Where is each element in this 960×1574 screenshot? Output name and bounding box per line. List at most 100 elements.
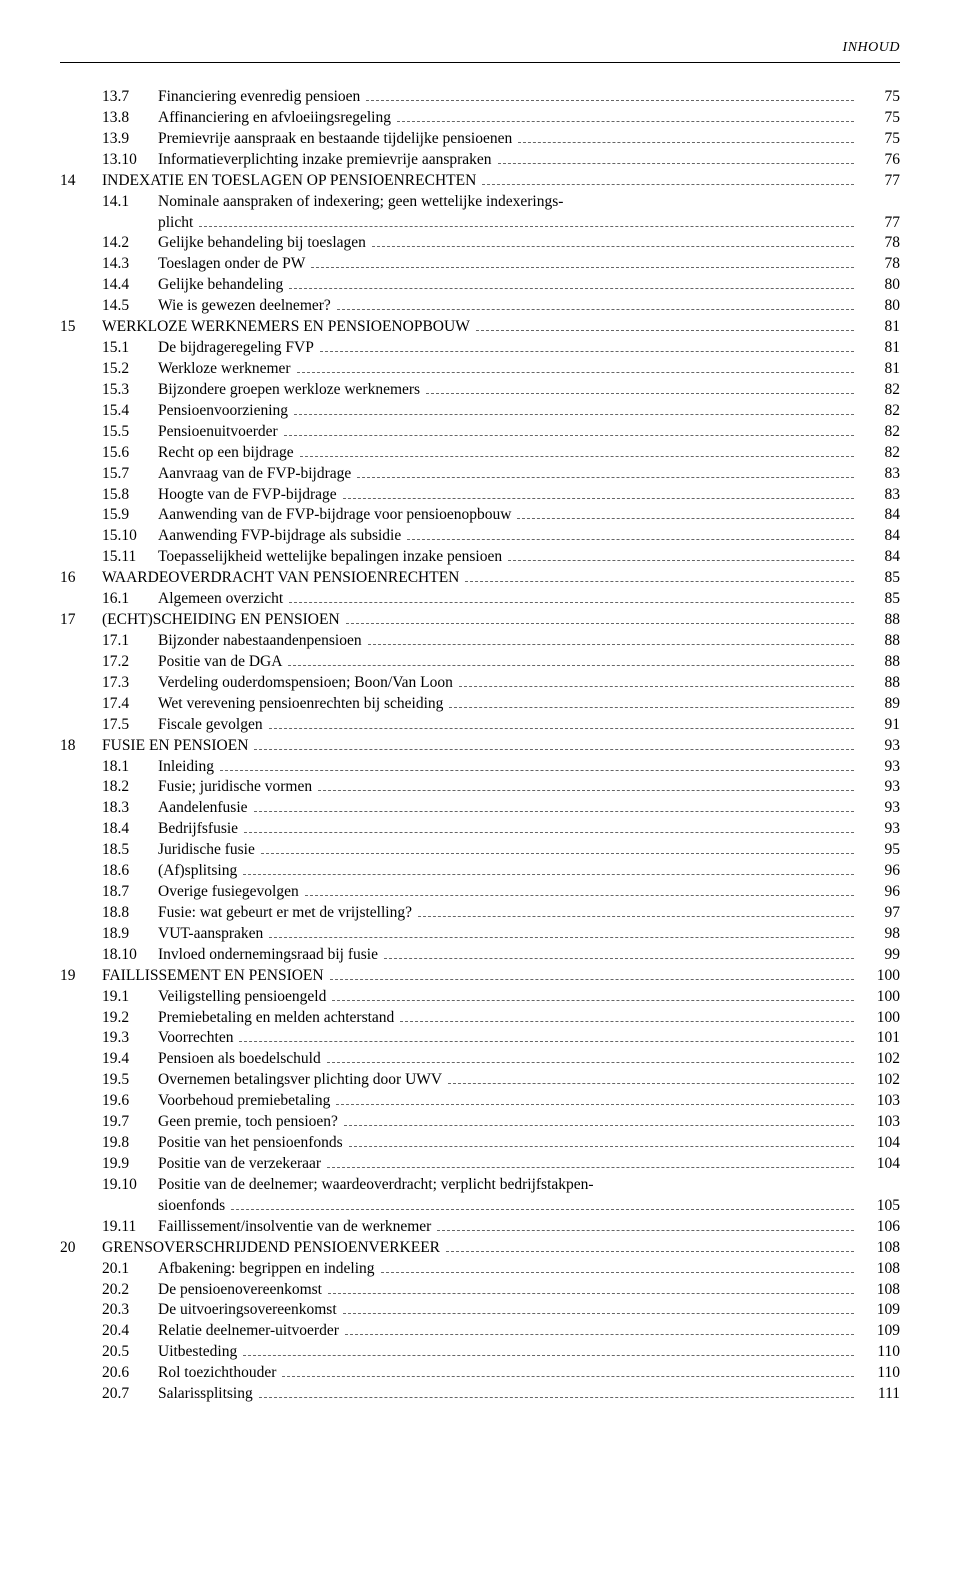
dot-leader bbox=[254, 739, 854, 749]
dot-leader bbox=[243, 1346, 854, 1356]
toc-section-row: 19.9Positie van de verzekeraar104 bbox=[60, 1154, 900, 1175]
page-number: 75 bbox=[860, 87, 900, 108]
toc-section-row: 15.11Toepasselijkheid wettelijke bepalin… bbox=[60, 547, 900, 568]
header-rule bbox=[60, 62, 900, 63]
page-number: 102 bbox=[860, 1049, 900, 1070]
dot-leader bbox=[332, 990, 854, 1000]
toc-chapter-row: 19FAILLISSEMENT EN PENSIOEN100 bbox=[60, 966, 900, 987]
section-title: Inleiding bbox=[158, 757, 214, 778]
toc-chapter-row: 15WERKLOZE WERKNEMERS EN PENSIOENOPBOUW8… bbox=[60, 317, 900, 338]
page-number: 104 bbox=[860, 1133, 900, 1154]
section-number: 18.8 bbox=[102, 903, 158, 924]
chapter-number: 16 bbox=[60, 568, 102, 589]
document-page: INHOUD 13.7Financiering evenredig pensio… bbox=[0, 0, 960, 1574]
section-title: Pensioenuitvoerder bbox=[158, 422, 278, 443]
dot-leader bbox=[288, 656, 854, 666]
dot-leader bbox=[337, 300, 854, 310]
dot-leader bbox=[336, 1095, 854, 1105]
toc-section-row: 17.3Verdeling ouderdomspensioen; Boon/Va… bbox=[60, 673, 900, 694]
section-number: 18.10 bbox=[102, 945, 158, 966]
page-number: 75 bbox=[860, 129, 900, 150]
section-title: Juridische fusie bbox=[158, 840, 255, 861]
section-title: Gelijke behandeling bij toeslagen bbox=[158, 233, 366, 254]
section-title: Wet verevening pensioenrechten bij schei… bbox=[158, 694, 443, 715]
toc-section-row: 19.2Premiebetaling en melden achterstand… bbox=[60, 1008, 900, 1029]
section-title: Aanwending FVP-bijdrage als subsidie bbox=[158, 526, 401, 547]
section-number: 20.5 bbox=[102, 1342, 158, 1363]
chapter-title: GRENSOVERSCHRIJDEND PENSIOENVERKEER bbox=[102, 1238, 440, 1259]
section-number: 19.9 bbox=[102, 1154, 158, 1175]
section-title: Toepasselijkheid wettelijke bepalingen i… bbox=[158, 547, 502, 568]
page-number: 110 bbox=[860, 1363, 900, 1384]
dot-leader bbox=[311, 258, 854, 268]
section-number: 19.3 bbox=[102, 1028, 158, 1049]
toc-section-row: 15.6Recht op een bijdrage82 bbox=[60, 443, 900, 464]
section-number: 16.1 bbox=[102, 589, 158, 610]
section-number: 18.3 bbox=[102, 798, 158, 819]
section-title: Informatieverplichting inzake premievrij… bbox=[158, 150, 492, 171]
toc-section-row: 19.1Veiligstelling pensioengeld100 bbox=[60, 987, 900, 1008]
toc-section-continuation: sioenfonds105 bbox=[60, 1196, 900, 1217]
section-title: Aanvraag van de FVP-bijdrage bbox=[158, 464, 351, 485]
page-number: 101 bbox=[860, 1028, 900, 1049]
section-number: 13.9 bbox=[102, 129, 158, 150]
dot-leader bbox=[517, 509, 854, 519]
section-number: 15.9 bbox=[102, 505, 158, 526]
section-title: Overige fusiegevolgen bbox=[158, 882, 299, 903]
section-number: 15.10 bbox=[102, 526, 158, 547]
section-number: 19.6 bbox=[102, 1091, 158, 1112]
dot-leader bbox=[284, 425, 854, 435]
dot-leader bbox=[343, 488, 854, 498]
section-title: Algemeen overzicht bbox=[158, 589, 283, 610]
section-title: Bijzondere groepen werkloze werknemers bbox=[158, 380, 420, 401]
section-title: Werkloze werknemer bbox=[158, 359, 291, 380]
page-number: 103 bbox=[860, 1091, 900, 1112]
toc-section-row: 20.3De uitvoeringsovereenkomst109 bbox=[60, 1300, 900, 1321]
section-title: Positie van de deelnemer; waardeoverdrac… bbox=[158, 1175, 594, 1196]
section-title: Fusie: wat gebeurt er met de vrijstellin… bbox=[158, 903, 412, 924]
toc-section-row: 20.2De pensioenovereenkomst108 bbox=[60, 1280, 900, 1301]
chapter-title: FAILLISSEMENT EN PENSIOEN bbox=[102, 966, 324, 987]
section-number: 14.2 bbox=[102, 233, 158, 254]
toc-section-continuation: plicht77 bbox=[60, 213, 900, 234]
toc-section-row: 17.4Wet verevening pensioenrechten bij s… bbox=[60, 694, 900, 715]
section-number: 20.3 bbox=[102, 1300, 158, 1321]
section-title: Faillissement/insolventie van de werknem… bbox=[158, 1217, 431, 1238]
toc-section-row: 14.4Gelijke behandeling80 bbox=[60, 275, 900, 296]
page-number: 93 bbox=[860, 757, 900, 778]
toc-section-row: 20.4Relatie deelnemer-uitvoerder109 bbox=[60, 1321, 900, 1342]
toc-section-row: 14.1Nominale aanspraken of indexering; g… bbox=[60, 192, 900, 213]
section-title: Toeslagen onder de PW bbox=[158, 254, 305, 275]
dot-leader bbox=[384, 949, 854, 959]
section-number: 19.2 bbox=[102, 1008, 158, 1029]
section-title: Positie van de verzekeraar bbox=[158, 1154, 321, 1175]
chapter-number: 14 bbox=[60, 171, 102, 192]
section-title: Recht op een bijdrage bbox=[158, 443, 294, 464]
section-number: 19.8 bbox=[102, 1133, 158, 1154]
dot-leader bbox=[318, 781, 854, 791]
page-number: 110 bbox=[860, 1342, 900, 1363]
toc-section-row: 15.5Pensioenuitvoerder82 bbox=[60, 422, 900, 443]
section-title: VUT-aanspraken bbox=[158, 924, 263, 945]
section-number: 20.4 bbox=[102, 1321, 158, 1342]
page-number: 96 bbox=[860, 861, 900, 882]
section-title: Rol toezichthouder bbox=[158, 1363, 276, 1384]
dot-leader bbox=[498, 153, 854, 163]
page-number: 111 bbox=[860, 1384, 900, 1405]
section-number: 15.3 bbox=[102, 380, 158, 401]
page-number: 81 bbox=[860, 338, 900, 359]
toc-section-row: 15.7Aanvraag van de FVP-bijdrage83 bbox=[60, 464, 900, 485]
section-number: 14.1 bbox=[102, 192, 158, 213]
section-number: 18.1 bbox=[102, 757, 158, 778]
toc-section-row: 19.11Faillissement/insolventie van de we… bbox=[60, 1217, 900, 1238]
toc-section-row: 13.10Informatieverplichting inzake premi… bbox=[60, 150, 900, 171]
page-number: 88 bbox=[860, 652, 900, 673]
page-number: 93 bbox=[860, 736, 900, 757]
section-number: 19.11 bbox=[102, 1217, 158, 1238]
toc-section-row: 18.5Juridische fusie95 bbox=[60, 840, 900, 861]
toc-section-row: 15.10Aanwending FVP-bijdrage als subsidi… bbox=[60, 526, 900, 547]
section-title: Overnemen betalingsver plichting door UW… bbox=[158, 1070, 442, 1091]
toc-section-row: 19.6Voorbehoud premiebetaling103 bbox=[60, 1091, 900, 1112]
section-title: Bedrijfsfusie bbox=[158, 819, 238, 840]
section-title: Afbakening: begrippen en indeling bbox=[158, 1259, 375, 1280]
